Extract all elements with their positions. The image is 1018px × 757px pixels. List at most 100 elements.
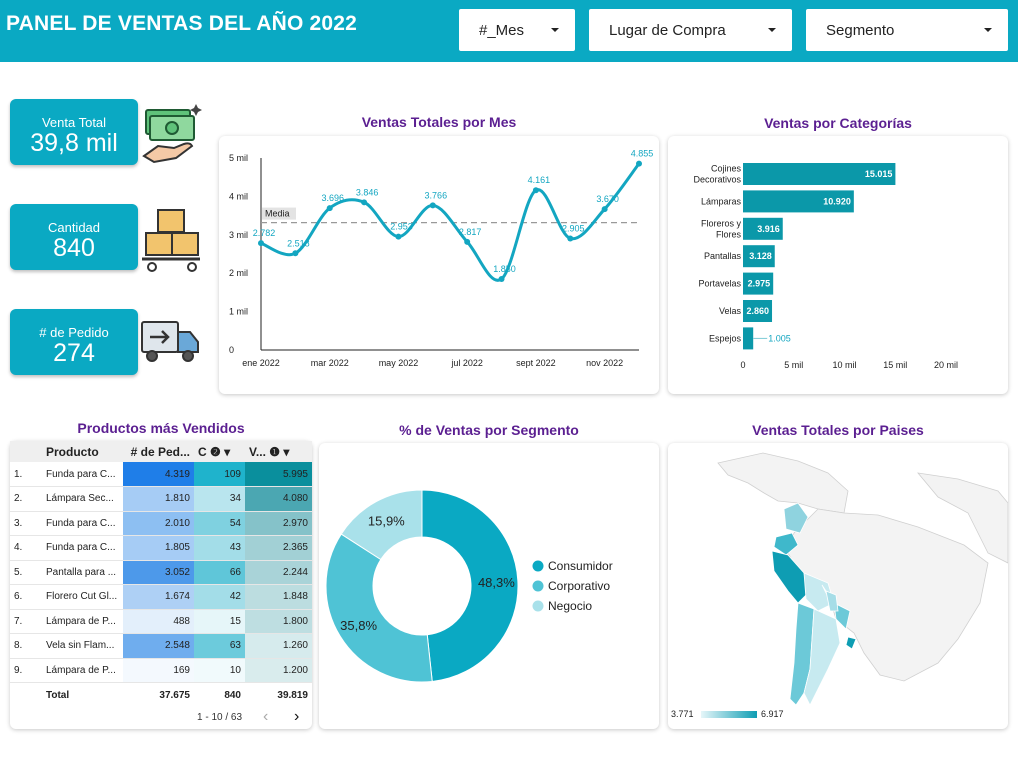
product-name: Lámpara Sec... [42,486,123,512]
lugar-compra-filter-label: Lugar de Compra [609,21,726,39]
map-legend-gradient [701,711,757,718]
bar-value-label: 1.005 [768,333,791,343]
total-label: Total [46,689,70,701]
prev-page-icon[interactable]: ‹ [263,708,269,725]
monthly-chart-card [219,136,659,394]
table-total-row: Total 37.675 840 39.819 [10,683,312,708]
x-tick-label: jul 2022 [450,358,483,368]
table-row[interactable]: 4. Funda para C... 1.805 43 2.365 [10,535,312,561]
table-row[interactable]: 6. Florero Cut Gl... 1.674 42 1.848 [10,584,312,610]
pedidos-value: 1.674 [123,584,194,610]
countries-map-title: Ventas Totales por Paises [752,422,924,438]
venta-value: 1.800 [245,609,312,634]
mes-filter-label: #_Mes [479,21,525,39]
segmento-filter-dropdown[interactable]: Segmento [806,9,1008,51]
data-label: 3.696 [321,193,344,203]
table-row[interactable]: 9. Lámpara de P... 169 10 1.200 [10,658,312,683]
table-row[interactable]: 7. Lámpara de P... 488 15 1.800 [10,609,312,634]
x-tick-label: 15 mil [883,360,907,370]
kpi-pedidos: # de Pedido 274 [10,309,138,375]
boxes-cart-icon [142,209,200,272]
category-bar [743,245,775,268]
category-bar [743,190,854,213]
categories-chart-title: Ventas por Categorías [764,115,912,131]
data-label: 1.850 [493,264,516,274]
lugar-compra-filter-dropdown[interactable]: Lugar de Compra [589,9,792,51]
table-row[interactable]: 3. Funda para C... 2.010 54 2.970 [10,511,312,536]
cantidad-value: 54 [194,511,245,536]
product-name: Funda para C... [42,462,123,487]
col-pedidos[interactable]: # de Ped... [123,441,194,462]
category-bar [743,163,896,185]
col-cantidad[interactable]: C ❷ ▾ [194,441,245,462]
mes-filter-dropdown[interactable]: #_Mes [459,9,575,51]
data-label: 3.846 [356,187,379,197]
map-background-countries [717,452,1008,682]
data-point [326,205,333,212]
table-row[interactable]: 8. Vela sin Flam... 2.548 63 1.260 [10,633,312,659]
monthly-chart-title: Ventas Totales por Mes [361,114,517,130]
donut-slice [421,489,519,683]
table-pagination-label: 1 - 10 / 63 [197,712,243,723]
y-tick-label: 3 mil [229,230,248,240]
category-label: Decorativos [693,175,741,185]
venta-value: 4.080 [245,486,312,512]
table-row[interactable]: 2. Lámpara Sec... 1.810 34 4.080 [10,486,312,512]
total-pedidos: 37.675 [159,689,190,701]
cantidad-value: 10 [194,658,245,683]
data-label: 2.817 [459,227,482,237]
page-title: PANEL DE VENTAS DEL AÑO 2022 [6,12,358,35]
product-name: Pantalla para ... [42,560,123,585]
legend-label[interactable]: Consumidor [548,559,613,573]
x-tick-label: may 2022 [379,358,419,368]
product-name: Funda para C... [42,511,123,536]
cantidad-value: 109 [194,462,245,487]
data-label: 3.670 [596,194,619,204]
data-label: 3.766 [425,190,448,200]
y-tick-label: 5 mil [229,153,248,163]
cantidad-value: 15 [194,609,245,634]
kpi-value: 39,8 mil [30,129,118,157]
pedidos-value: 1.810 [123,486,194,512]
row-index [10,683,42,708]
col-venta[interactable]: V... ❶ ▾ [245,441,312,462]
bar-value-label: 15.015 [865,169,893,179]
data-point [464,238,471,245]
x-tick-label: 20 mil [934,360,958,370]
data-label: 4.855 [631,149,654,159]
segment-chart-title: % de Ventas por Segmento [399,422,579,438]
chevron-down-icon [551,28,559,32]
row-index: 6. [10,584,42,610]
category-bar [743,300,773,322]
legend-label[interactable]: Negocio [548,599,592,613]
products-table: Producto # de Ped... C ❷ ▾ V... ❶ ▾ 1. Fu… [10,441,312,707]
data-label: 4.161 [528,175,551,185]
donut-slice [325,533,433,683]
bar-value-label: 10.920 [823,196,851,206]
table-row[interactable]: 1. Funda para C... 4.319 109 5.995 [10,462,312,487]
kpi-label: # de Pedido [39,325,109,340]
donut-slice [340,489,423,561]
row-index: 4. [10,535,42,561]
data-point [292,250,299,257]
data-label: 2.518 [287,238,310,248]
y-tick-label: 4 mil [229,191,248,201]
pedidos-value: 2.548 [123,633,194,659]
row-index: 3. [10,511,42,536]
category-label: Espejos [709,333,742,343]
pedidos-value: 169 [123,658,194,683]
category-bar [743,272,774,295]
table-row[interactable]: 5. Pantalla para ... 3.052 66 2.244 [10,560,312,585]
data-point [361,199,368,206]
venta-value: 1.848 [245,584,312,610]
next-page-icon[interactable]: › [294,708,300,725]
venta-value: 1.200 [245,658,312,683]
data-label: 2.782 [253,228,276,238]
chevron-down-icon [768,28,776,32]
col-producto[interactable]: Producto [42,441,123,462]
category-label: Cojines [711,164,742,174]
data-point [636,160,642,167]
legend-label[interactable]: Corporativo [548,579,610,593]
product-name: Funda para C... [42,535,123,561]
